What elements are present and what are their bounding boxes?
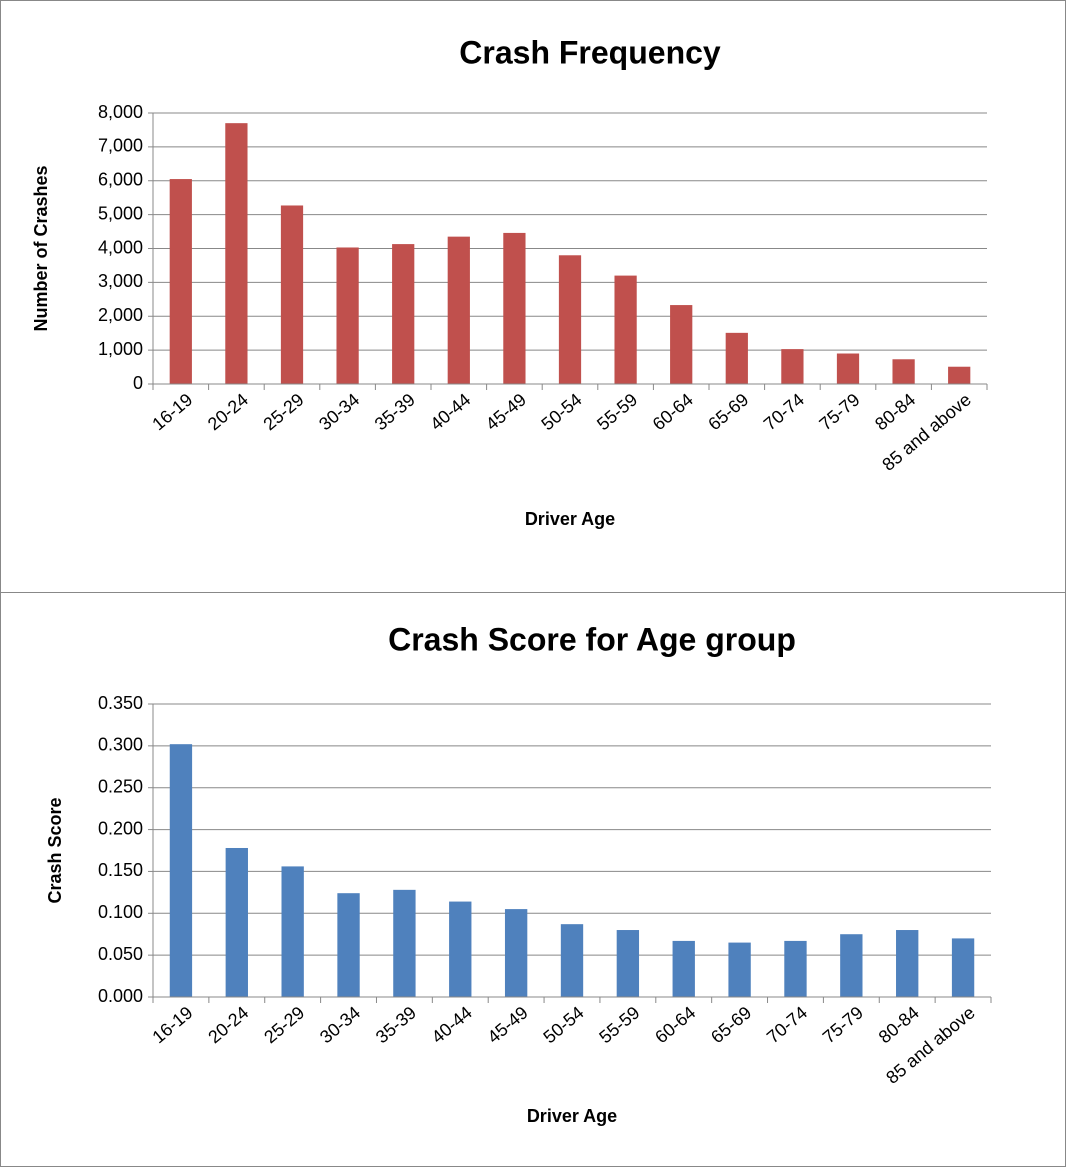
y-tick-label: 1,000 (98, 339, 143, 359)
bar (670, 305, 693, 384)
chart-title: Crash Score for Age group (388, 621, 796, 657)
chart-frame (0, 592, 1066, 1167)
y-tick-label: 2,000 (98, 305, 143, 325)
bar (225, 123, 248, 384)
y-tick-label: 0.100 (98, 902, 143, 922)
y-tick-label: 0.150 (98, 860, 143, 880)
chart-title: Crash Frequency (459, 34, 721, 70)
y-tick-label: 0.200 (98, 818, 143, 838)
y-tick-label: 0.350 (98, 693, 143, 713)
y-axis-title: Crash Score (45, 797, 65, 903)
bar (892, 359, 915, 384)
bar (784, 940, 807, 997)
bar (280, 205, 304, 384)
bar (392, 244, 415, 384)
bar (281, 866, 304, 997)
y-tick-label: 7,000 (98, 136, 143, 156)
y-tick-label: 0.050 (98, 944, 143, 964)
y-tick-label: 6,000 (98, 170, 143, 190)
bar (169, 744, 193, 997)
bar (896, 930, 919, 997)
y-tick-label: 8,000 (98, 102, 143, 122)
bar (672, 940, 695, 997)
bar (836, 353, 860, 384)
x-axis-title: Driver Age (527, 1106, 617, 1126)
bar (951, 938, 975, 997)
bar (728, 942, 751, 997)
y-tick-label: 0.250 (98, 776, 143, 796)
bar (336, 247, 359, 384)
bar (337, 893, 360, 997)
bar (393, 889, 416, 997)
chart-frame (0, 0, 1066, 593)
x-axis-title: Driver Age (525, 509, 615, 529)
bar (616, 930, 640, 997)
bar (503, 232, 526, 384)
bar (614, 275, 637, 384)
y-axis-title: Number of Crashes (31, 165, 51, 331)
y-tick-label: 0.000 (98, 986, 143, 1006)
y-tick-label: 0.300 (98, 735, 143, 755)
bar (504, 909, 528, 997)
bar (449, 901, 472, 997)
bar (169, 179, 192, 384)
y-tick-label: 5,000 (98, 203, 143, 223)
y-tick-label: 3,000 (98, 271, 143, 291)
bar (948, 366, 971, 384)
bar (781, 349, 804, 384)
y-tick-label: 0 (133, 373, 143, 393)
bar (840, 934, 863, 997)
y-tick-label: 4,000 (98, 237, 143, 257)
bar (560, 924, 584, 997)
bar (558, 255, 582, 384)
bar (225, 847, 248, 997)
bar (725, 332, 748, 384)
bar (447, 236, 470, 384)
